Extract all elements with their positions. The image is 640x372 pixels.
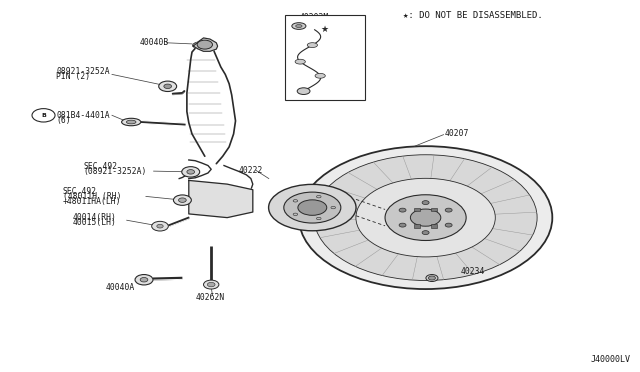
Circle shape bbox=[157, 224, 163, 228]
Text: (6): (6) bbox=[56, 116, 71, 125]
Circle shape bbox=[173, 195, 191, 205]
Ellipse shape bbox=[293, 200, 298, 202]
Ellipse shape bbox=[207, 282, 215, 287]
Ellipse shape bbox=[315, 73, 325, 78]
Ellipse shape bbox=[269, 185, 356, 231]
Ellipse shape bbox=[292, 23, 306, 29]
Text: 40040A: 40040A bbox=[106, 283, 135, 292]
Text: PIN (2): PIN (2) bbox=[56, 72, 90, 81]
Ellipse shape bbox=[422, 201, 429, 205]
Text: 40014(RH): 40014(RH) bbox=[72, 213, 116, 222]
Ellipse shape bbox=[445, 223, 452, 227]
Ellipse shape bbox=[422, 231, 429, 235]
Ellipse shape bbox=[297, 88, 310, 94]
Ellipse shape bbox=[426, 275, 438, 282]
Ellipse shape bbox=[295, 59, 305, 64]
Ellipse shape bbox=[314, 155, 537, 280]
Ellipse shape bbox=[296, 25, 302, 28]
Bar bbox=[414, 224, 420, 228]
Text: B: B bbox=[41, 113, 46, 118]
Ellipse shape bbox=[298, 200, 327, 215]
Ellipse shape bbox=[428, 276, 435, 280]
Ellipse shape bbox=[127, 120, 136, 124]
Ellipse shape bbox=[399, 208, 406, 212]
Circle shape bbox=[197, 40, 212, 49]
Text: 40222: 40222 bbox=[239, 166, 263, 175]
Circle shape bbox=[135, 275, 153, 285]
Bar bbox=[285, 15, 365, 100]
Text: 40262N: 40262N bbox=[195, 293, 225, 302]
Text: 081B4-4401A: 081B4-4401A bbox=[56, 111, 110, 120]
Text: ★: ★ bbox=[321, 25, 328, 33]
Ellipse shape bbox=[317, 195, 321, 198]
Ellipse shape bbox=[307, 43, 317, 48]
Circle shape bbox=[140, 278, 148, 282]
Text: +48011HA(LH): +48011HA(LH) bbox=[63, 197, 121, 206]
Ellipse shape bbox=[193, 41, 217, 49]
Circle shape bbox=[152, 221, 168, 231]
Circle shape bbox=[179, 198, 186, 202]
Ellipse shape bbox=[122, 118, 141, 126]
Ellipse shape bbox=[399, 223, 406, 227]
Circle shape bbox=[32, 109, 55, 122]
Ellipse shape bbox=[410, 209, 441, 226]
Circle shape bbox=[159, 81, 177, 92]
Text: 08921-3252A: 08921-3252A bbox=[56, 67, 110, 76]
Bar bbox=[431, 224, 437, 228]
Ellipse shape bbox=[317, 217, 321, 220]
Text: ★: DO NOT BE DISASSEMBLED.: ★: DO NOT BE DISASSEMBLED. bbox=[403, 11, 543, 20]
Text: 40234: 40234 bbox=[461, 267, 485, 276]
Ellipse shape bbox=[331, 206, 335, 209]
Text: J40000LV: J40000LV bbox=[590, 355, 630, 364]
Circle shape bbox=[187, 170, 195, 174]
Text: SEC.492: SEC.492 bbox=[83, 162, 117, 171]
Text: (08921-3252A): (08921-3252A) bbox=[83, 167, 147, 176]
Bar bbox=[431, 208, 437, 211]
Ellipse shape bbox=[299, 146, 552, 289]
Text: 40202M: 40202M bbox=[300, 13, 329, 22]
Ellipse shape bbox=[204, 280, 219, 289]
Polygon shape bbox=[189, 180, 253, 218]
Ellipse shape bbox=[284, 192, 341, 223]
Circle shape bbox=[182, 167, 200, 177]
Text: SEC.492: SEC.492 bbox=[63, 187, 97, 196]
Circle shape bbox=[164, 84, 172, 89]
Ellipse shape bbox=[445, 208, 452, 212]
Ellipse shape bbox=[293, 213, 298, 215]
Text: 40015(LH): 40015(LH) bbox=[72, 218, 116, 227]
Bar bbox=[414, 208, 420, 211]
Text: 40207: 40207 bbox=[445, 129, 469, 138]
Text: (48011H (RH): (48011H (RH) bbox=[63, 192, 121, 201]
Polygon shape bbox=[193, 38, 218, 51]
Ellipse shape bbox=[356, 178, 495, 257]
Ellipse shape bbox=[385, 195, 466, 240]
Text: 40040B: 40040B bbox=[140, 38, 169, 47]
